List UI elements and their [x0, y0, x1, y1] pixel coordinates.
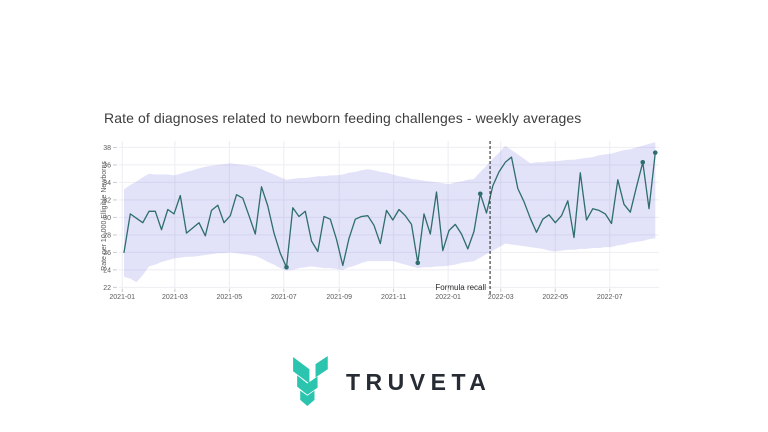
weekly-rate-line-chart: Formula recall 22 24 26 28 30 32 34 36 38 2021-01…	[101, 141, 659, 301]
y-tick-label: 38	[103, 145, 111, 152]
x-tick-label: 2021-11	[381, 294, 406, 301]
logo-chevron-top-left	[293, 357, 310, 384]
axis-layer: 22 24 26 28 30 32 34 36 38 2021-01 2021-03 2021-05 2…	[103, 145, 622, 301]
y-tick-label: 24	[103, 267, 111, 274]
x-tick-label: 2022-03	[488, 294, 514, 301]
marked-data-point	[477, 191, 483, 197]
x-tick-label: 2022-07	[597, 294, 623, 301]
chart-title: Rate of diagnoses related to newborn fee…	[104, 110, 582, 126]
y-tick-label: 30	[103, 215, 111, 222]
x-tick-label: 2021-07	[271, 294, 297, 301]
x-tick-label: 2021-01	[109, 294, 135, 301]
marked-data-point	[640, 160, 646, 165]
grid-layer	[119, 141, 659, 288]
logo-chevron-bottom	[300, 390, 315, 406]
marked-data-point	[652, 150, 658, 155]
y-tick-label: 26	[103, 250, 111, 257]
x-tick-label: 2021-05	[217, 294, 243, 301]
truveta-logo: TRUVETA	[292, 356, 491, 407]
weekly-rate-line	[123, 152, 656, 268]
annotation-layer: Formula recall	[435, 141, 491, 296]
logo-chevron-top-right	[315, 356, 328, 378]
y-tick-label: 36	[103, 162, 111, 169]
y-tick-label: 34	[103, 180, 111, 187]
x-tick-label: 2022-01	[435, 294, 461, 301]
x-tick-label: 2022-05	[542, 294, 568, 301]
y-tick-label: 22	[103, 285, 111, 292]
marked-data-point	[284, 264, 289, 270]
formula-recall-label: Formula recall	[435, 283, 486, 292]
y-axis-title: Rate per 10,000 Elligible Newborns	[101, 161, 108, 271]
y-tick-label: 28	[103, 232, 111, 239]
series-layer	[123, 152, 656, 268]
marker-layer	[284, 150, 658, 270]
logo-chevron-middle	[297, 375, 318, 395]
x-tick-label: 2021-03	[162, 294, 188, 301]
truveta-wordmark: TRUVETA	[346, 369, 492, 395]
confidence-band-layer	[124, 142, 656, 283]
y-tick-label: 32	[103, 197, 111, 204]
marked-data-point	[415, 260, 421, 266]
confidence-band	[124, 142, 656, 283]
truveta-logo-icon	[293, 356, 328, 406]
x-tick-label: 2021-09	[326, 294, 352, 301]
